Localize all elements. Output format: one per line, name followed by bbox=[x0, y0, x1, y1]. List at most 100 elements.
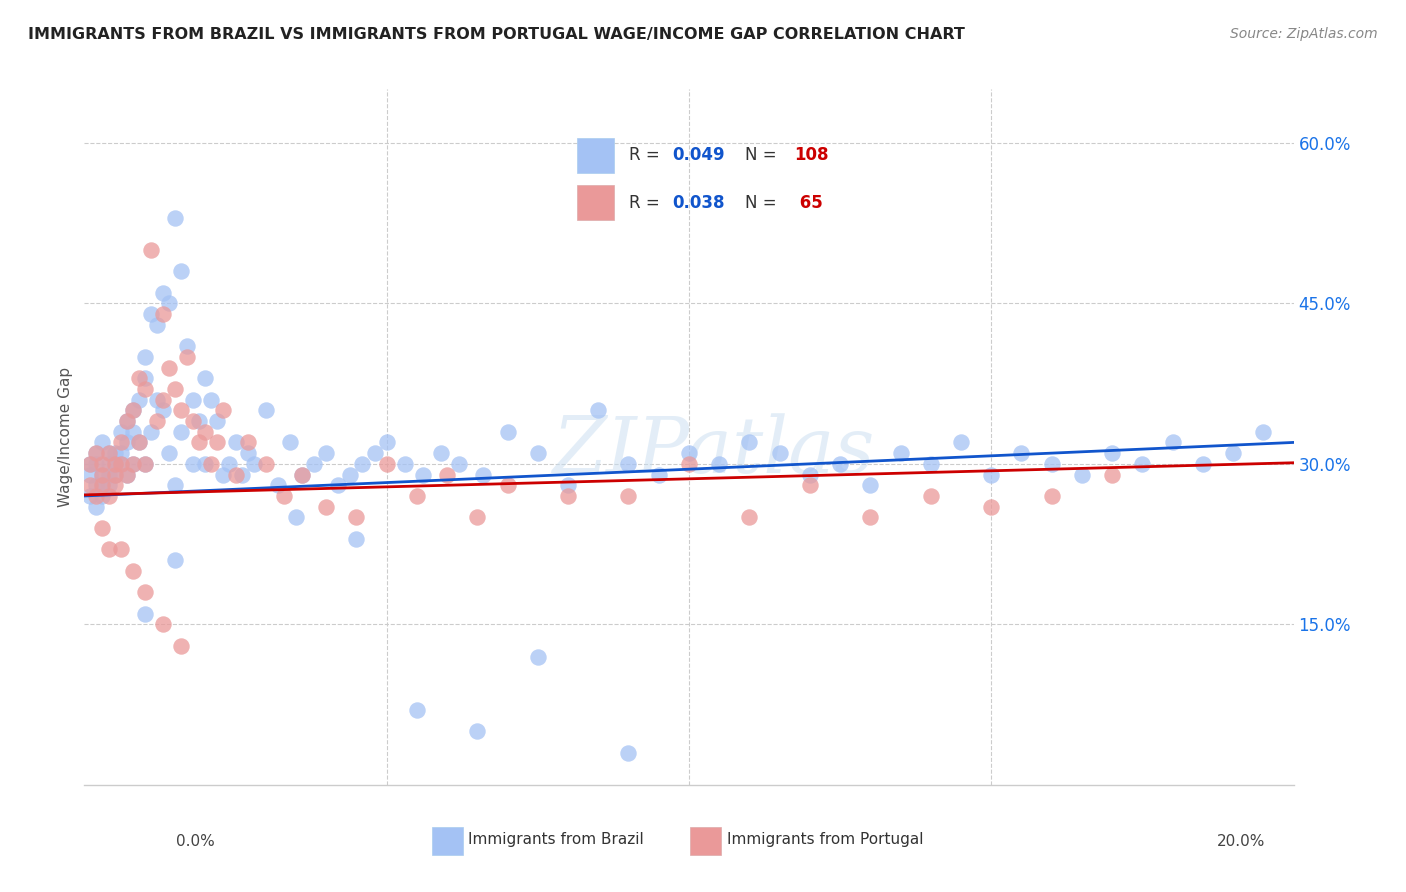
Point bbox=[339, 467, 361, 482]
Point bbox=[121, 457, 143, 471]
Point bbox=[152, 403, 174, 417]
Point bbox=[273, 489, 295, 503]
Point bbox=[254, 403, 277, 417]
Point bbox=[346, 510, 368, 524]
Point bbox=[467, 510, 489, 524]
Point bbox=[1222, 446, 1244, 460]
Text: Source: ZipAtlas.com: Source: ZipAtlas.com bbox=[1230, 27, 1378, 41]
Point bbox=[1101, 467, 1123, 482]
Point bbox=[375, 435, 398, 450]
Point bbox=[115, 435, 138, 450]
Point bbox=[91, 435, 114, 450]
Point bbox=[218, 457, 240, 471]
Point bbox=[79, 457, 101, 471]
Point bbox=[128, 392, 150, 407]
Point bbox=[91, 489, 114, 503]
Point bbox=[134, 371, 156, 385]
Point bbox=[134, 457, 156, 471]
Point bbox=[1011, 446, 1033, 460]
Point bbox=[449, 457, 471, 471]
Text: 0.0%: 0.0% bbox=[176, 834, 215, 849]
FancyBboxPatch shape bbox=[432, 827, 463, 855]
Point bbox=[200, 392, 222, 407]
Point bbox=[291, 467, 314, 482]
Point bbox=[285, 510, 308, 524]
FancyBboxPatch shape bbox=[578, 138, 614, 173]
Point bbox=[165, 211, 187, 225]
Point bbox=[91, 521, 114, 535]
Text: 108: 108 bbox=[794, 146, 828, 164]
Point bbox=[152, 617, 174, 632]
Point bbox=[1253, 425, 1275, 439]
Point bbox=[212, 467, 235, 482]
Point bbox=[346, 532, 368, 546]
Text: 0.038: 0.038 bbox=[672, 194, 724, 212]
Point bbox=[557, 478, 579, 492]
Point bbox=[165, 553, 187, 567]
Point bbox=[1040, 489, 1063, 503]
Point bbox=[1040, 457, 1063, 471]
Point bbox=[315, 446, 337, 460]
Point bbox=[91, 467, 114, 482]
Point bbox=[588, 403, 610, 417]
Point bbox=[134, 350, 156, 364]
Point bbox=[134, 457, 156, 471]
Point bbox=[212, 403, 235, 417]
Text: 0.049: 0.049 bbox=[672, 146, 724, 164]
Point bbox=[86, 446, 108, 460]
Point bbox=[97, 457, 120, 471]
Point bbox=[394, 457, 416, 471]
Text: 20.0%: 20.0% bbox=[1218, 834, 1265, 849]
Point bbox=[181, 457, 204, 471]
Text: Immigrants from Portugal: Immigrants from Portugal bbox=[727, 832, 924, 847]
Point bbox=[91, 457, 114, 471]
Point bbox=[709, 457, 731, 471]
Point bbox=[152, 392, 174, 407]
Point bbox=[104, 467, 127, 482]
Point bbox=[157, 446, 180, 460]
Point bbox=[97, 489, 120, 503]
Point bbox=[527, 446, 550, 460]
Point bbox=[1071, 467, 1094, 482]
Point bbox=[194, 371, 217, 385]
Point bbox=[79, 457, 101, 471]
Point bbox=[86, 500, 108, 514]
Point bbox=[1161, 435, 1184, 450]
Point bbox=[352, 457, 374, 471]
Point bbox=[121, 564, 143, 578]
Point bbox=[91, 478, 114, 492]
Point bbox=[1130, 457, 1153, 471]
Point bbox=[104, 467, 127, 482]
Point bbox=[617, 489, 640, 503]
Point bbox=[91, 467, 114, 482]
Point bbox=[231, 467, 253, 482]
Point bbox=[328, 478, 350, 492]
Point bbox=[830, 457, 852, 471]
Text: Immigrants from Brazil: Immigrants from Brazil bbox=[468, 832, 644, 847]
Point bbox=[254, 457, 277, 471]
Point bbox=[920, 489, 942, 503]
Point bbox=[890, 446, 912, 460]
Point bbox=[146, 414, 169, 428]
Point bbox=[859, 510, 882, 524]
Point bbox=[134, 585, 156, 599]
Point bbox=[859, 478, 882, 492]
Point bbox=[738, 510, 761, 524]
Point bbox=[104, 457, 127, 471]
Text: 65: 65 bbox=[794, 194, 823, 212]
Point bbox=[139, 307, 162, 321]
Point bbox=[188, 435, 211, 450]
Point bbox=[1192, 457, 1215, 471]
Point bbox=[79, 489, 101, 503]
Point bbox=[236, 446, 259, 460]
Point bbox=[302, 457, 325, 471]
Point bbox=[97, 542, 120, 557]
Point bbox=[79, 478, 101, 492]
Point bbox=[121, 403, 143, 417]
Point bbox=[436, 467, 458, 482]
Point bbox=[315, 500, 337, 514]
FancyBboxPatch shape bbox=[578, 186, 614, 220]
Text: N =: N = bbox=[745, 146, 776, 164]
Point bbox=[799, 467, 821, 482]
Point bbox=[110, 542, 132, 557]
